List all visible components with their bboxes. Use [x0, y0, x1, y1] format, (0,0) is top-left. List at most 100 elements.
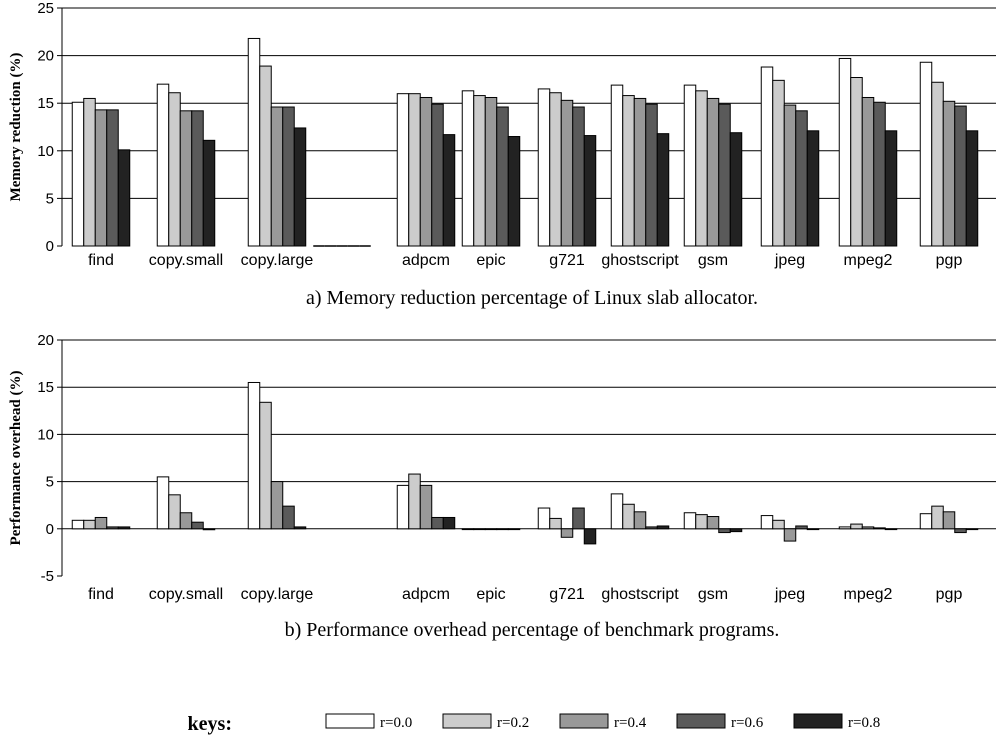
mem-bar-copy-large-s0 — [247, 37, 261, 247]
mem-bar-pgp-s2 — [942, 100, 956, 247]
perf-bar-gsm-s0 — [683, 512, 697, 530]
mem-bar-adpcm-s2 — [419, 96, 433, 247]
mem-bar-g721-s2 — [560, 99, 574, 247]
mem-category-label: mpeg2 — [844, 252, 893, 269]
legend-title: keys: — [188, 713, 232, 735]
mem-bar-find-s1 — [83, 97, 96, 247]
performance-overhead-chart: -5 0 5 10 15 20 find copy.small copy.large adpcm e… — [8, 332, 996, 603]
mem-bar-find-s0 — [71, 101, 85, 247]
perf-bar-find-s1 — [83, 519, 96, 530]
mem-bar-adpcm-s4 — [442, 134, 456, 247]
mem-bar-find-s2 — [94, 109, 108, 247]
mem-category-label: pgp — [936, 252, 963, 269]
mem-ytick-label: 0 — [46, 238, 54, 255]
perf-category-label: ghostscript — [601, 586, 679, 603]
perf-bar-mpeg2-s2 — [861, 526, 875, 530]
perf-bar-ghostscript-s4 — [656, 525, 670, 530]
mem-bar-jpeg-s4 — [806, 130, 820, 247]
mem-bar-mpeg2-s1 — [850, 77, 863, 247]
perf-bar-pgp-s0 — [919, 513, 933, 530]
mem-bar-adpcm-s3 — [431, 103, 444, 247]
perf-category-label: pgp — [936, 586, 963, 603]
mem-ytick-label: 10 — [37, 143, 54, 160]
mem-category-label: find — [88, 252, 114, 269]
perf-bar-ghostscript-s2 — [633, 511, 647, 530]
legend-swatch-0 — [325, 713, 375, 729]
perf-bar-epic-s3 — [496, 528, 509, 531]
perf-bar-ghostscript-s0 — [610, 493, 624, 530]
perf-bar-mpeg2-s4 — [884, 528, 898, 531]
perf-bar-find-s0 — [71, 519, 85, 530]
legend-swatch-1 — [442, 713, 492, 729]
mem-bar-mpeg2-s4 — [884, 130, 898, 247]
mem-bar-epic-s2 — [484, 96, 498, 247]
mem-bar-pgp-s1 — [931, 81, 944, 247]
mem-bar-adpcm-s1 — [408, 93, 421, 247]
mem-bar-copy-large-s3 — [282, 106, 295, 247]
mem-bar-pgp-s0 — [919, 61, 933, 247]
legend-label-2: r=0.4 — [614, 715, 647, 731]
legend-swatch-2 — [559, 713, 609, 729]
perf-bar-g721-s4 — [583, 528, 597, 545]
perf-bar-pgp-s3 — [954, 528, 967, 534]
perf-bar-copy-small-s3 — [191, 521, 204, 530]
memory-reduction-chart: 0 5 10 15 20 25 find copy.small copy.large adpcm e… — [8, 0, 996, 269]
mem-bar-pgp-s4 — [965, 130, 979, 247]
perf-bar-adpcm-s2 — [419, 484, 433, 530]
perf-bar-copy-large-s3 — [282, 505, 295, 530]
perf-bar-adpcm-s4 — [442, 516, 456, 530]
mem-bar-ghostscript-s0 — [610, 84, 624, 247]
perf-bar-copy-small-s2 — [179, 512, 193, 530]
mem-bar-adpcm-s0 — [396, 93, 410, 247]
mem-category-label: g721 — [549, 252, 585, 269]
mem-category-label: gsm — [698, 252, 728, 269]
mem-category-label: adpcm — [402, 252, 450, 269]
perf-bar-copy-large-s0 — [247, 381, 261, 530]
mem-bar-g721-s3 — [572, 106, 585, 247]
perf-bar-copy-large-s2 — [270, 481, 284, 530]
perf-bar-ghostscript-s1 — [622, 503, 635, 530]
mem-bar-mpeg2-s0 — [838, 57, 852, 247]
perf-bar-copy-small-s1 — [168, 494, 181, 530]
mem-category-label: jpeg — [774, 252, 805, 269]
legend-label-3: r=0.6 — [731, 715, 764, 731]
mem-bar-copy-large-s2 — [270, 106, 284, 247]
mem-category-label: copy.small — [149, 252, 223, 269]
perf-bar-copy-large-s1 — [259, 401, 272, 530]
perf-bar-pgp-s2 — [942, 511, 956, 530]
perf-bar-adpcm-s3 — [431, 516, 444, 530]
perf-bar-g721-s1 — [549, 517, 562, 530]
perf-ytick-label: 15 — [37, 379, 54, 396]
mem-category-label: ghostscript — [601, 252, 679, 269]
mem-bar-jpeg-s3 — [795, 110, 808, 247]
mem-bar-mpeg2-s3 — [873, 101, 886, 247]
perf-bar-gsm-s3 — [718, 528, 731, 534]
mem-bar-find-s4 — [117, 149, 131, 247]
mem-bar-copy-large-s4 — [293, 127, 307, 247]
mem-bar-epic-s1 — [473, 95, 486, 247]
legend-swatch-4 — [793, 713, 843, 729]
perf-category-label: epic — [476, 586, 505, 603]
perf-bar-jpeg-s0 — [760, 515, 774, 530]
perf-category-label: find — [88, 586, 114, 603]
perf-bar-copy-small-s4 — [202, 528, 216, 531]
legend-swatch-3 — [676, 713, 726, 729]
mem-bar-gsm-s3 — [718, 103, 731, 247]
perf-category-label: adpcm — [402, 586, 450, 603]
caption-memory-reduction: a) Memory reduction percentage of Linux … — [306, 287, 758, 309]
mem-bar-jpeg-s2 — [783, 104, 797, 247]
mem-bar-ghostscript-s4 — [656, 133, 670, 247]
mem-y-axis-label: Memory reduction (%) — [8, 53, 24, 202]
mem-category-label: copy.large — [241, 252, 314, 269]
mem-bar-gsm-s2 — [706, 97, 720, 247]
mem-category-label: epic — [476, 252, 505, 269]
perf-bar-g721-s0 — [537, 507, 551, 530]
mem-bar-copy-small-s0 — [156, 83, 170, 247]
perf-bar-mpeg2-s1 — [850, 523, 863, 530]
mem-bar-copy-small-s3 — [191, 110, 204, 247]
mem-bar-pgp-s3 — [954, 105, 967, 247]
mem-bar-g721-s1 — [549, 92, 562, 247]
perf-bar-pgp-s1 — [931, 505, 944, 530]
mem-bar-gsm-s4 — [729, 132, 743, 247]
mem-bar-jpeg-s0 — [760, 66, 774, 247]
